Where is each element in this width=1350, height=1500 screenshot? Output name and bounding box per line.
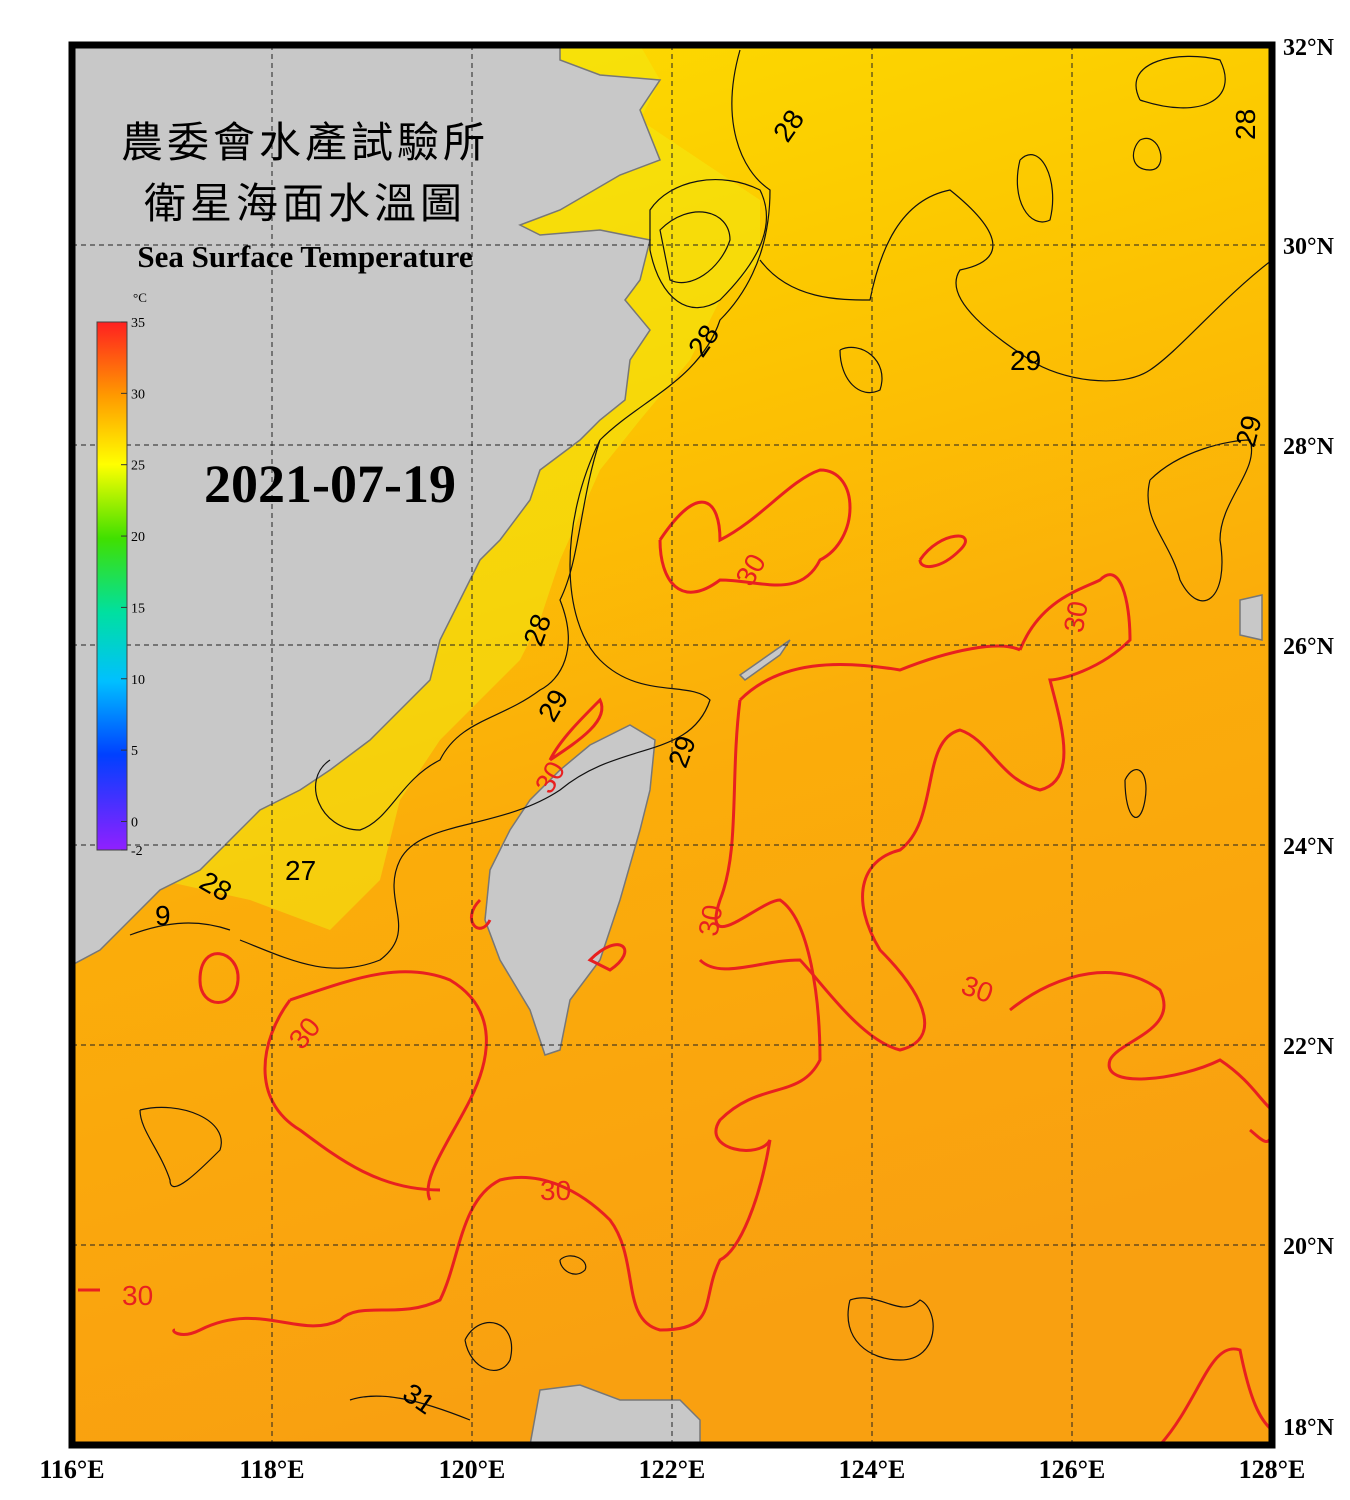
colorbar xyxy=(96,321,128,851)
contour-label: 29 xyxy=(1010,345,1041,376)
luzon xyxy=(529,1384,701,1445)
x-tick-label: 118°E xyxy=(239,1455,304,1484)
contour-label: 30 xyxy=(693,902,729,938)
colorbar-tick-label: 20 xyxy=(131,530,145,545)
contour-label: 28 xyxy=(1230,109,1261,140)
contours-30 xyxy=(78,468,1272,1445)
y-tick-label: 24°N xyxy=(1283,834,1335,860)
grid xyxy=(72,45,1272,1445)
y-tick-label: 18°N xyxy=(1283,1415,1335,1441)
colorbar-tick-label: 5 xyxy=(131,744,138,759)
china-coast xyxy=(72,45,662,966)
y-tick-label: 22°N xyxy=(1283,1034,1335,1060)
x-tick-label: 122°E xyxy=(639,1455,706,1484)
colorbar-tick-label: -2 xyxy=(131,844,143,859)
island xyxy=(738,639,791,681)
x-tick-label: 126°E xyxy=(1039,1455,1106,1484)
y-tick-label: 32°N xyxy=(1283,35,1335,61)
contours-other xyxy=(129,49,1272,1421)
colorbar-tick-label: 0 xyxy=(131,815,138,830)
map-body: 28 28 28 28 29 29 29 29 29 30 30 30 30 3… xyxy=(72,45,1272,1445)
contour-label: 27 xyxy=(285,855,316,886)
contour-label: 30 xyxy=(122,1280,153,1311)
colorbar-tick-label: 30 xyxy=(131,387,145,402)
contour-label: 30 xyxy=(1058,599,1094,635)
colorbar-tick-label: 35 xyxy=(131,316,145,331)
title-zh: 衛星海面水溫圖 xyxy=(144,182,466,228)
date: 2021-07-19 xyxy=(204,454,456,514)
island xyxy=(1239,594,1263,641)
map-frame xyxy=(68,41,1276,1449)
y-tick-label: 30°N xyxy=(1283,234,1335,260)
contour-label: 9 xyxy=(155,900,171,931)
x-tick-label: 116°E xyxy=(39,1455,104,1484)
x-tick-label: 128°E xyxy=(1239,1455,1306,1484)
axis-labels: 116°E 118°E 120°E 122°E 124°E 126°E 128°E 18°N 2… xyxy=(39,35,1334,1484)
colorbar-tick-label: 15 xyxy=(131,601,145,616)
y-tick-label: 26°N xyxy=(1283,634,1335,660)
title-zh: 農委會水產試驗所 xyxy=(121,120,489,167)
colorbar-ticks: 35 30 25 20 15 10 5 0 -2 xyxy=(121,316,145,859)
colorbar-unit: °C xyxy=(133,290,147,305)
colorbar-tick-label: 10 xyxy=(131,673,145,688)
taiwan xyxy=(484,724,656,1056)
x-tick-label: 120°E xyxy=(439,1455,506,1484)
colorbar-tick-label: 25 xyxy=(131,459,145,474)
x-tick-label: 124°E xyxy=(839,1455,906,1484)
contour-label: 30 xyxy=(540,1175,571,1206)
y-tick-label: 20°N xyxy=(1283,1234,1335,1260)
land xyxy=(72,45,1263,1445)
title-en: Sea Surface Temperature xyxy=(137,239,472,274)
y-tick-label: 28°N xyxy=(1283,434,1335,460)
